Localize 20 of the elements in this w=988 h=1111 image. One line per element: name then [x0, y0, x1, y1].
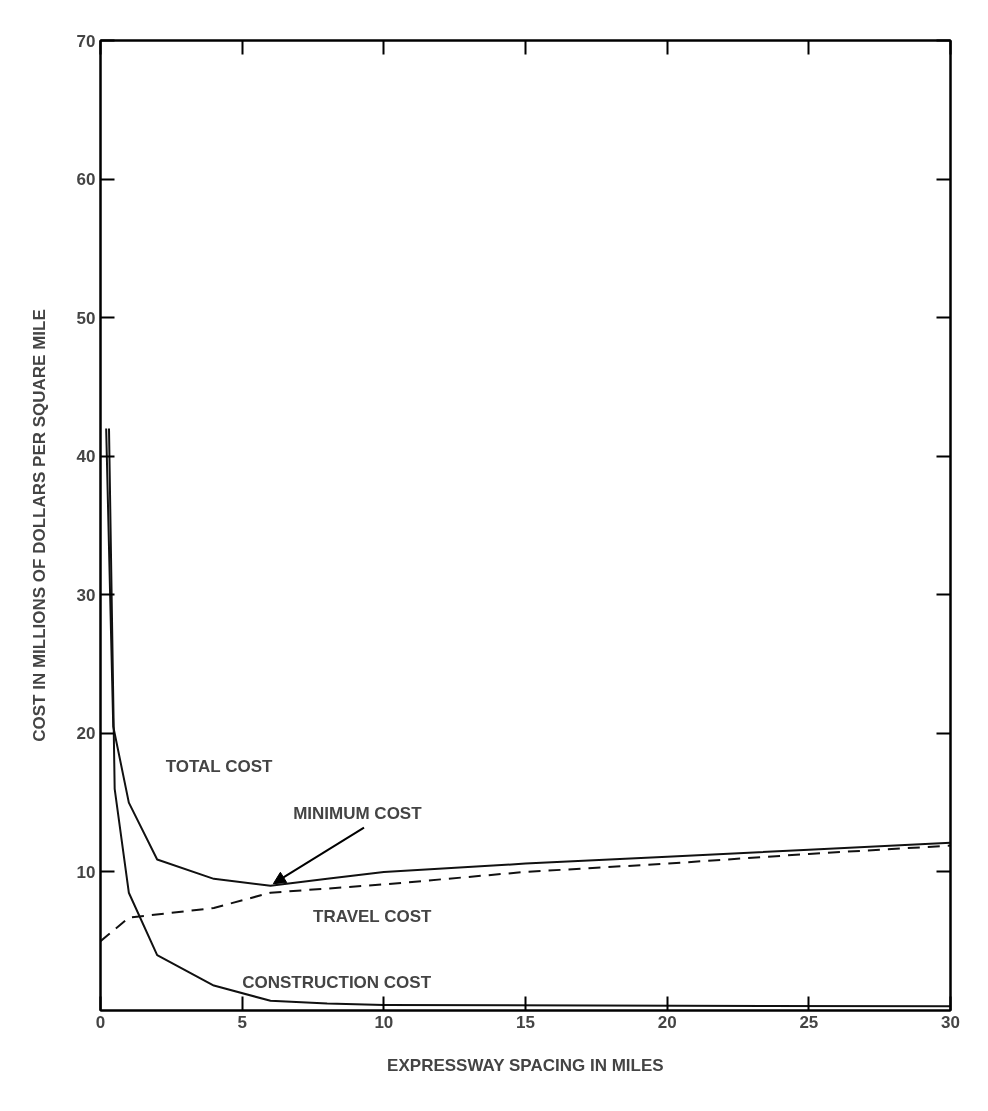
x-tick-label: 30: [941, 1012, 960, 1032]
y-tick-label: 60: [76, 170, 96, 190]
y-tick-label: 30: [76, 585, 96, 605]
x-tick-label: 5: [237, 1012, 247, 1032]
series-label: TRAVEL COST: [313, 906, 432, 926]
y-tick-label: 10: [76, 862, 96, 882]
y-tick-label: 20: [76, 724, 96, 744]
x-tick-label: 25: [799, 1012, 819, 1032]
x-tick-label: 20: [657, 1012, 677, 1032]
x-tick-label: 10: [374, 1012, 394, 1032]
x-tick-label: 0: [95, 1012, 106, 1032]
y-tick-label: 50: [76, 308, 96, 328]
x-axis-title: EXPRESSWAY SPACING IN MILES: [387, 1055, 664, 1075]
y-tick-label: 70: [76, 31, 96, 51]
annotation: MINIMUM COST: [293, 804, 423, 824]
y-axis-title: COST IN MILLIONS OF DOLLARS PER SQUARE MILE: [29, 309, 49, 742]
x-tick-label: 15: [516, 1012, 535, 1032]
text: TOTAL COST: [165, 757, 274, 777]
series-label: CONSTRUCTION COST: [242, 973, 432, 993]
y-tick-label: 40: [76, 447, 96, 467]
